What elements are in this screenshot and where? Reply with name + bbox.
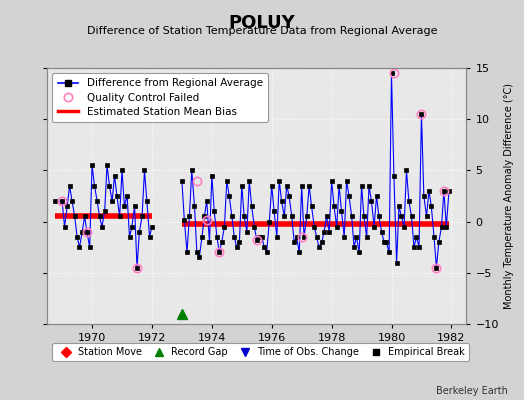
Text: POLUY: POLUY [228, 14, 296, 32]
Text: Berkeley Earth: Berkeley Earth [436, 386, 508, 396]
Legend: Station Move, Record Gap, Time of Obs. Change, Empirical Break: Station Move, Record Gap, Time of Obs. C… [52, 343, 469, 361]
Legend: Difference from Regional Average, Quality Control Failed, Estimated Station Mean: Difference from Regional Average, Qualit… [52, 73, 268, 122]
Text: Difference of Station Temperature Data from Regional Average: Difference of Station Temperature Data f… [87, 26, 437, 36]
Y-axis label: Monthly Temperature Anomaly Difference (°C): Monthly Temperature Anomaly Difference (… [504, 83, 515, 309]
